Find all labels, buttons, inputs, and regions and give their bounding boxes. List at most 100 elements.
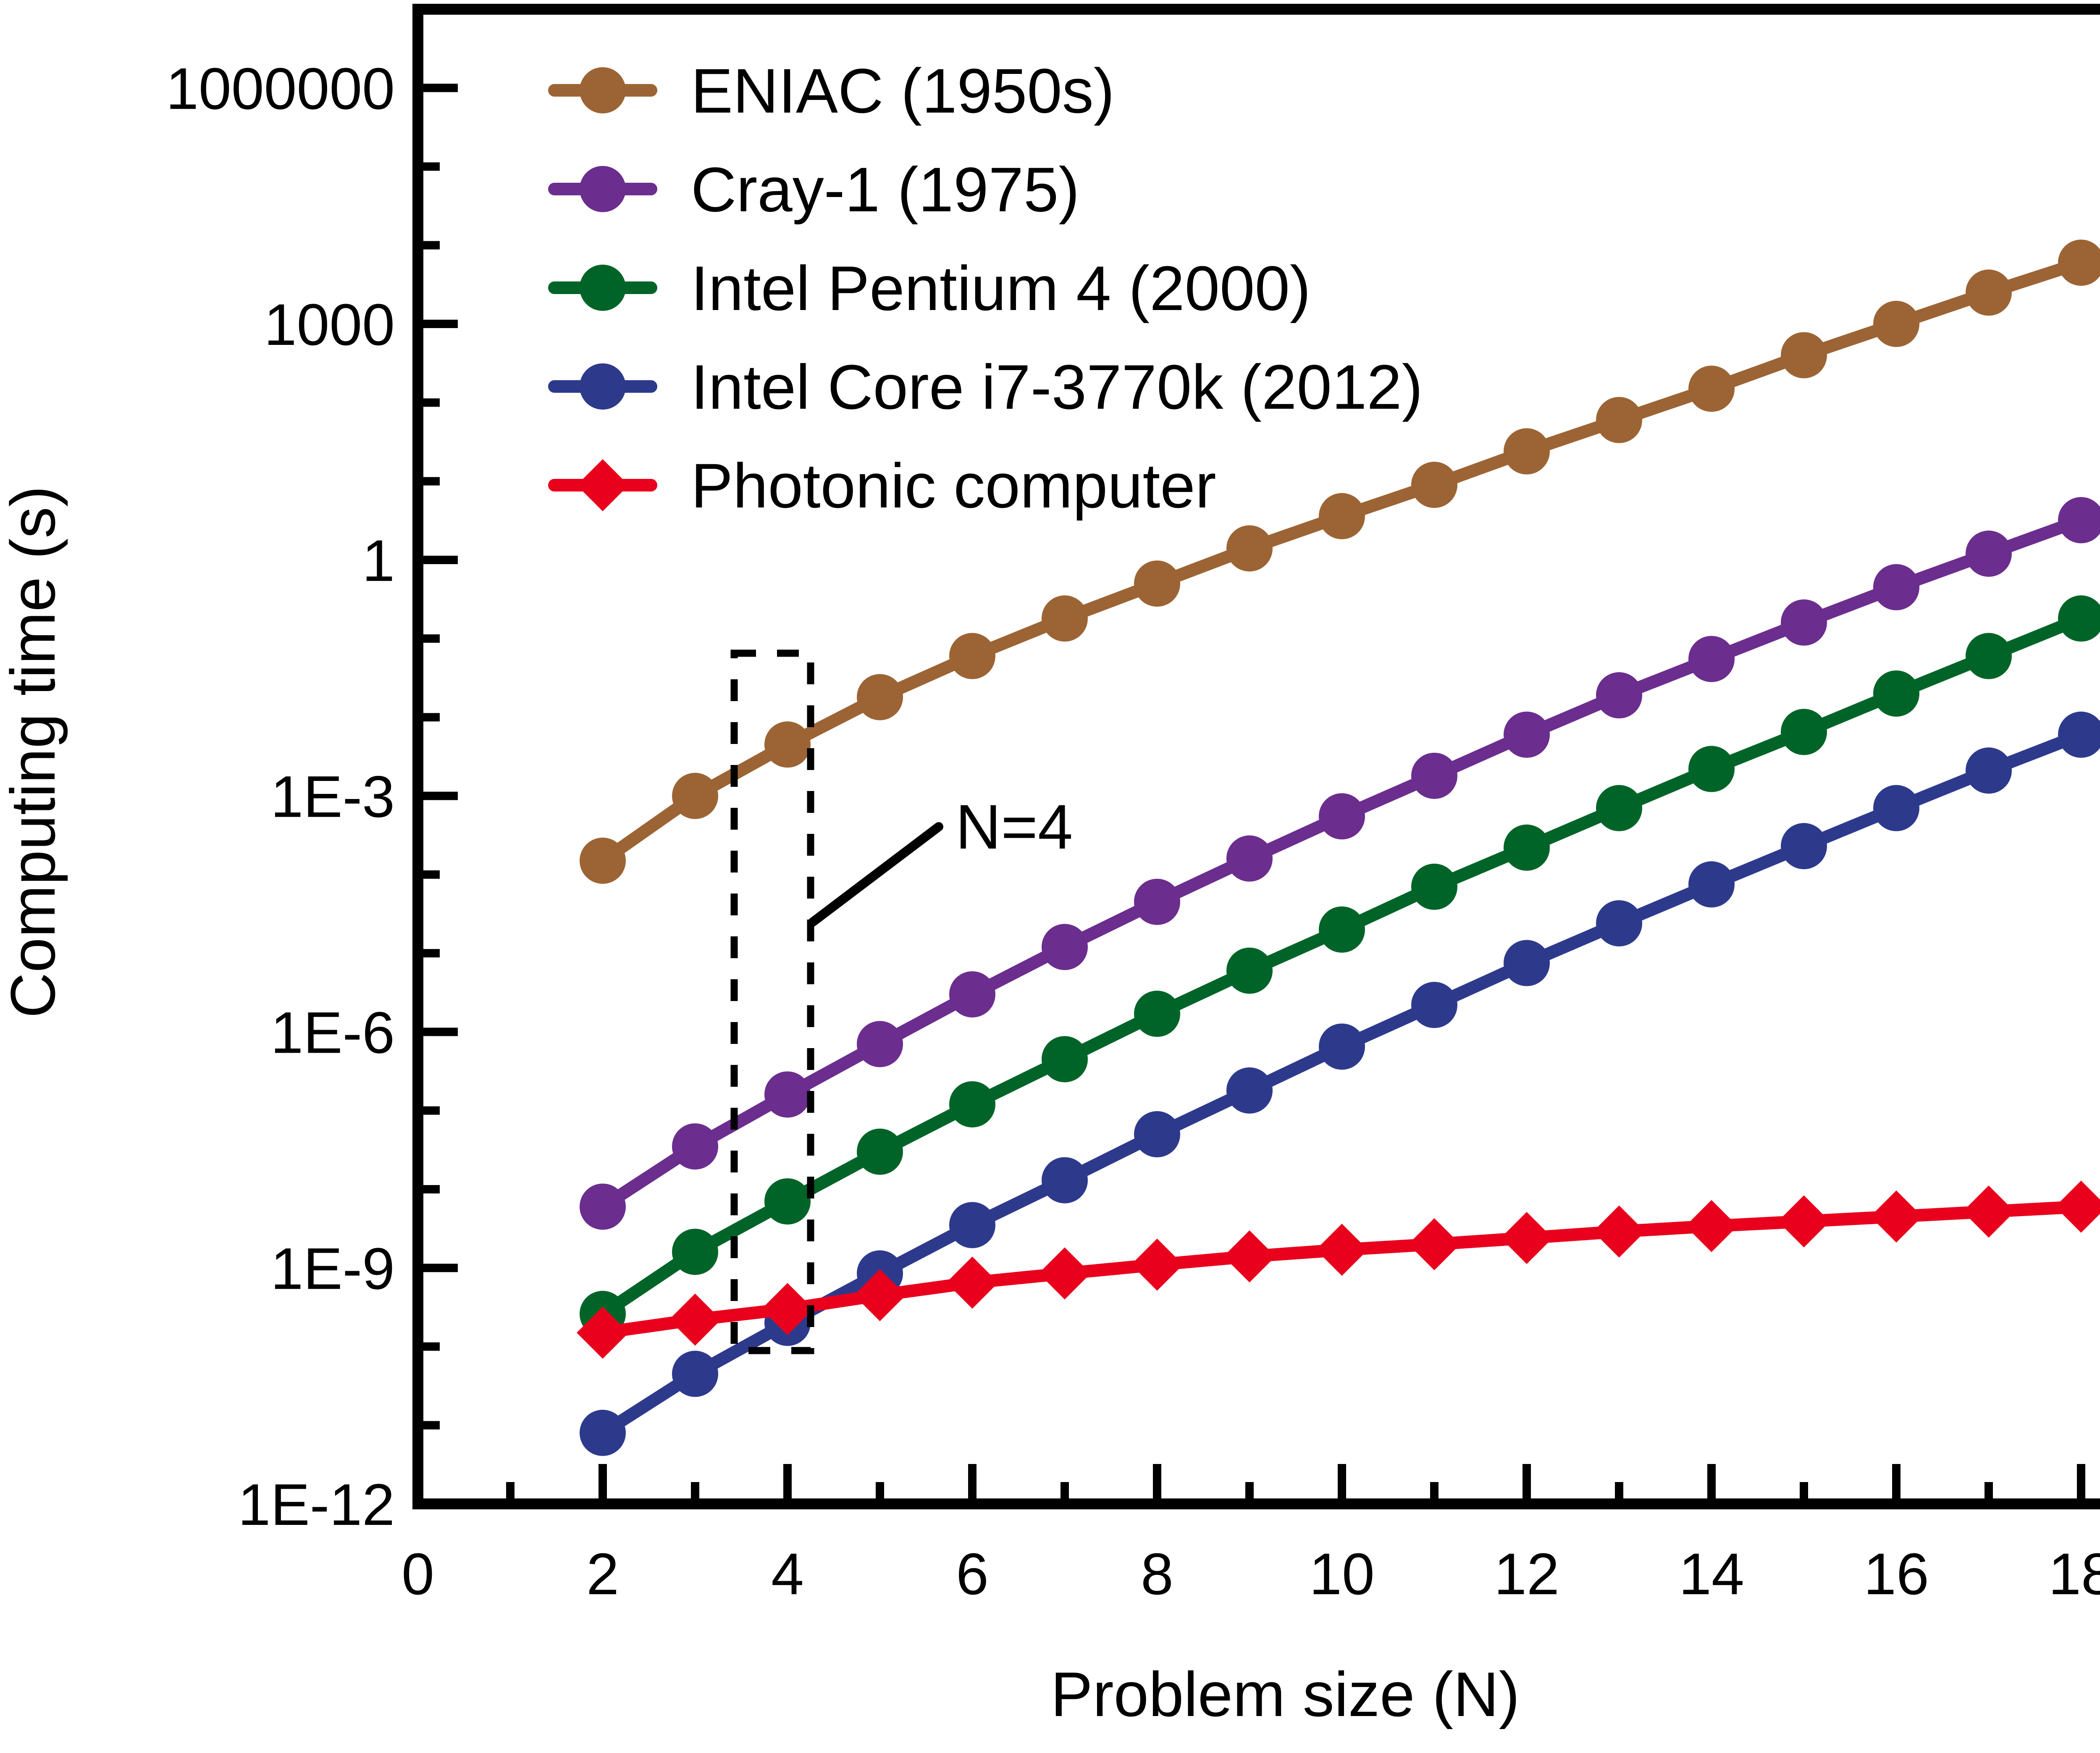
x-tick-label: 6 (956, 1541, 989, 1607)
data-point-marker (1781, 599, 1827, 646)
data-point-marker (946, 1256, 998, 1309)
series-0 (580, 239, 2100, 884)
y-axis-tick-labels: 1000000 1000 1 1E-3 1E-6 1E-9 1E-12 (166, 55, 395, 1537)
n4-leader-line (808, 822, 943, 927)
data-point-marker (1966, 747, 2012, 794)
data-point-marker (1778, 1195, 1830, 1248)
data-point-marker (1134, 991, 1180, 1037)
legend-marker-icon (580, 363, 626, 410)
data-point-marker (1226, 835, 1273, 882)
data-point-marker (2058, 711, 2100, 758)
legend-item-label: Intel Pentium 4 (2000) (691, 253, 1311, 323)
data-point-marker (857, 1021, 903, 1067)
data-point-marker (1134, 1111, 1180, 1158)
data-point-marker (1596, 672, 1642, 719)
data-point-marker (1042, 595, 1088, 642)
data-point-marker (1873, 301, 1919, 347)
legend-item[interactable]: Cray-1 (1975) (548, 154, 1079, 225)
data-point-marker (1781, 709, 1827, 755)
data-point-marker (672, 1123, 718, 1170)
series-2 (580, 595, 2100, 1337)
chart-legend: ENIAC (1950s) Cray-1 (1975) Intel Pentium … (548, 55, 1423, 521)
data-point-marker (949, 1081, 995, 1127)
data-point-marker (580, 1409, 626, 1456)
data-point-marker (1501, 1212, 1553, 1264)
data-point-marker (1411, 752, 1457, 799)
data-point-marker (1504, 940, 1550, 986)
data-point-marker (854, 1269, 906, 1322)
data-point-marker (1688, 636, 1735, 682)
data-point-marker (1039, 1247, 1091, 1300)
data-point-marker (1685, 1200, 1738, 1252)
legend-marker-icon (580, 265, 626, 311)
data-point-marker (857, 1128, 903, 1175)
x-tick-label: 14 (1679, 1541, 1744, 1607)
legend-marker-icon (580, 67, 626, 113)
data-point-marker (1504, 824, 1550, 871)
y-tick-label: 1000 (264, 292, 395, 357)
y-tick-label: 1000000 (166, 55, 395, 121)
data-point-marker (1319, 493, 1365, 539)
data-point-marker (1873, 785, 1919, 831)
data-point-marker (1411, 982, 1457, 1028)
series-line (596, 1199, 2100, 1339)
legend-item[interactable]: Intel Pentium 4 (2000) (548, 253, 1311, 323)
data-point-marker (1316, 1224, 1368, 1276)
data-point-marker (1963, 1185, 2015, 1238)
data-point-marker (1781, 332, 1827, 378)
x-axis-ticks (506, 1464, 2085, 1504)
data-point-marker (949, 971, 995, 1018)
series-4 (577, 1180, 2100, 1359)
data-point-marker (1042, 1157, 1088, 1204)
data-point-marker (1966, 531, 2012, 577)
y-tick-label: 1 (362, 528, 395, 594)
data-point-marker (1781, 823, 1827, 870)
data-point-marker (577, 1306, 629, 1359)
data-point-marker (949, 1202, 995, 1248)
data-point-marker (1223, 1230, 1276, 1283)
y-tick-label: 1E-6 (270, 999, 395, 1065)
y-tick-label: 1E-9 (270, 1235, 395, 1301)
data-point-marker (1408, 1218, 1460, 1270)
data-series-layer (577, 239, 2100, 1456)
x-tick-label: 2 (586, 1541, 619, 1607)
x-tick-label: 0 (402, 1541, 434, 1607)
series-1 (580, 497, 2100, 1230)
x-tick-label: 4 (771, 1541, 804, 1607)
x-axis-tick-labels: 02468101214161820 (402, 1541, 2100, 1607)
x-tick-label: 10 (1309, 1541, 1375, 1607)
x-tick-label: 8 (1141, 1541, 1173, 1607)
data-point-marker (1596, 900, 1642, 946)
legend-item-label: ENIAC (1950s) (691, 55, 1115, 126)
legend-item[interactable]: Photonic computer (548, 450, 1216, 521)
legend-item[interactable]: Intel Core i7-3770k (2012) (548, 352, 1423, 422)
legend-marker-icon (580, 166, 626, 212)
data-point-marker (1226, 947, 1273, 994)
legend-item-label: Photonic computer (691, 450, 1216, 521)
data-point-marker (1134, 560, 1180, 607)
data-point-marker (672, 773, 718, 819)
data-point-marker (1319, 1023, 1365, 1070)
legend-item[interactable]: ENIAC (1950s) (548, 55, 1115, 126)
data-point-marker (764, 721, 811, 768)
data-point-marker (672, 1351, 718, 1397)
data-point-marker (764, 1071, 811, 1118)
data-point-marker (1226, 1067, 1273, 1114)
data-point-marker (1131, 1238, 1183, 1291)
data-point-marker (2058, 239, 2100, 286)
data-point-marker (1873, 670, 1919, 717)
data-point-marker (1042, 924, 1088, 970)
legend-item-label: Intel Core i7-3770k (2012) (691, 352, 1423, 422)
data-point-marker (1319, 793, 1365, 840)
data-point-marker (949, 633, 995, 679)
data-point-marker (1411, 462, 1457, 508)
data-point-marker (1593, 1205, 1645, 1258)
data-point-marker (1319, 906, 1365, 953)
data-point-marker (761, 1283, 814, 1335)
y-tick-label: 1E-12 (238, 1472, 395, 1537)
y-axis-ticks (418, 84, 458, 1508)
data-point-marker (764, 1178, 811, 1225)
data-point-marker (1411, 863, 1457, 910)
data-point-marker (1870, 1190, 1922, 1243)
